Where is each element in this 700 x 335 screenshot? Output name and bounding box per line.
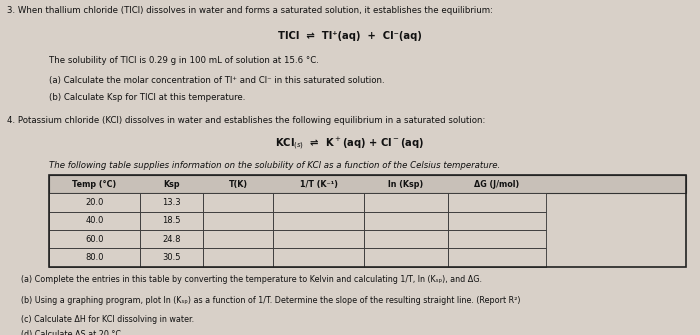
FancyBboxPatch shape — [448, 230, 546, 248]
Text: 40.0: 40.0 — [85, 216, 104, 225]
FancyBboxPatch shape — [273, 230, 364, 248]
Text: (a) Calculate the molar concentration of Tl⁺ and Cl⁻ in this saturated solution.: (a) Calculate the molar concentration of… — [49, 76, 384, 85]
Text: Temp (°C): Temp (°C) — [72, 180, 117, 189]
FancyBboxPatch shape — [448, 248, 546, 267]
FancyBboxPatch shape — [49, 248, 140, 267]
Text: ΔG (J/mol): ΔG (J/mol) — [475, 180, 519, 189]
FancyBboxPatch shape — [203, 230, 273, 248]
Text: 4. Potassium chloride (KCl) dissolves in water and establishes the following equ: 4. Potassium chloride (KCl) dissolves in… — [7, 116, 485, 125]
Text: 18.5: 18.5 — [162, 216, 181, 225]
Text: 20.0: 20.0 — [85, 198, 104, 207]
Text: T(K): T(K) — [228, 180, 248, 189]
FancyBboxPatch shape — [203, 248, 273, 267]
Text: (c) Calculate ΔH for KCl dissolving in water.: (c) Calculate ΔH for KCl dissolving in w… — [21, 315, 194, 324]
Text: (d) Calculate ΔS at 20 °C.: (d) Calculate ΔS at 20 °C. — [21, 330, 123, 335]
Text: Ksp: Ksp — [163, 180, 180, 189]
FancyBboxPatch shape — [364, 248, 448, 267]
FancyBboxPatch shape — [448, 193, 546, 212]
Text: 13.3: 13.3 — [162, 198, 181, 207]
FancyBboxPatch shape — [140, 248, 203, 267]
FancyBboxPatch shape — [448, 212, 546, 230]
FancyBboxPatch shape — [273, 248, 364, 267]
Text: (b) Using a graphing program, plot ln (Kₛₚ) as a function of 1/T. Determine the : (b) Using a graphing program, plot ln (K… — [21, 296, 521, 305]
Text: (b) Calculate Ksp for TlCl at this temperature.: (b) Calculate Ksp for TlCl at this tempe… — [49, 93, 246, 102]
Text: The following table supplies information on the solubility of KCl as a function : The following table supplies information… — [49, 161, 500, 170]
FancyBboxPatch shape — [364, 230, 448, 248]
FancyBboxPatch shape — [364, 193, 448, 212]
FancyBboxPatch shape — [49, 212, 140, 230]
Text: (a) Complete the entries in this table by converting the temperature to Kelvin a: (a) Complete the entries in this table b… — [21, 275, 482, 284]
Text: 30.5: 30.5 — [162, 253, 181, 262]
FancyBboxPatch shape — [140, 212, 203, 230]
Text: KCl$_{(s)}$  ⇌  K$^+$(aq) + Cl$^-$(aq): KCl$_{(s)}$ ⇌ K$^+$(aq) + Cl$^-$(aq) — [275, 135, 425, 152]
FancyBboxPatch shape — [49, 230, 140, 248]
Text: ln (Ksp): ln (Ksp) — [389, 180, 424, 189]
FancyBboxPatch shape — [273, 193, 364, 212]
Text: 1/T (K⁻¹): 1/T (K⁻¹) — [300, 180, 337, 189]
FancyBboxPatch shape — [140, 193, 203, 212]
Text: TlCl  ⇌  Tl⁺(aq)  +  Cl⁻(aq): TlCl ⇌ Tl⁺(aq) + Cl⁻(aq) — [278, 31, 422, 41]
Text: 80.0: 80.0 — [85, 253, 104, 262]
FancyBboxPatch shape — [364, 212, 448, 230]
FancyBboxPatch shape — [49, 175, 686, 193]
FancyBboxPatch shape — [140, 230, 203, 248]
FancyBboxPatch shape — [203, 193, 273, 212]
FancyBboxPatch shape — [273, 212, 364, 230]
Text: 24.8: 24.8 — [162, 234, 181, 244]
FancyBboxPatch shape — [203, 212, 273, 230]
FancyBboxPatch shape — [49, 193, 140, 212]
Text: 3. When thallium chloride (TlCl) dissolves in water and forms a saturated soluti: 3. When thallium chloride (TlCl) dissolv… — [7, 6, 493, 15]
Text: The solubility of TlCl is 0.29 g in 100 mL of solution at 15.6 °C.: The solubility of TlCl is 0.29 g in 100 … — [49, 56, 319, 65]
Text: 60.0: 60.0 — [85, 234, 104, 244]
